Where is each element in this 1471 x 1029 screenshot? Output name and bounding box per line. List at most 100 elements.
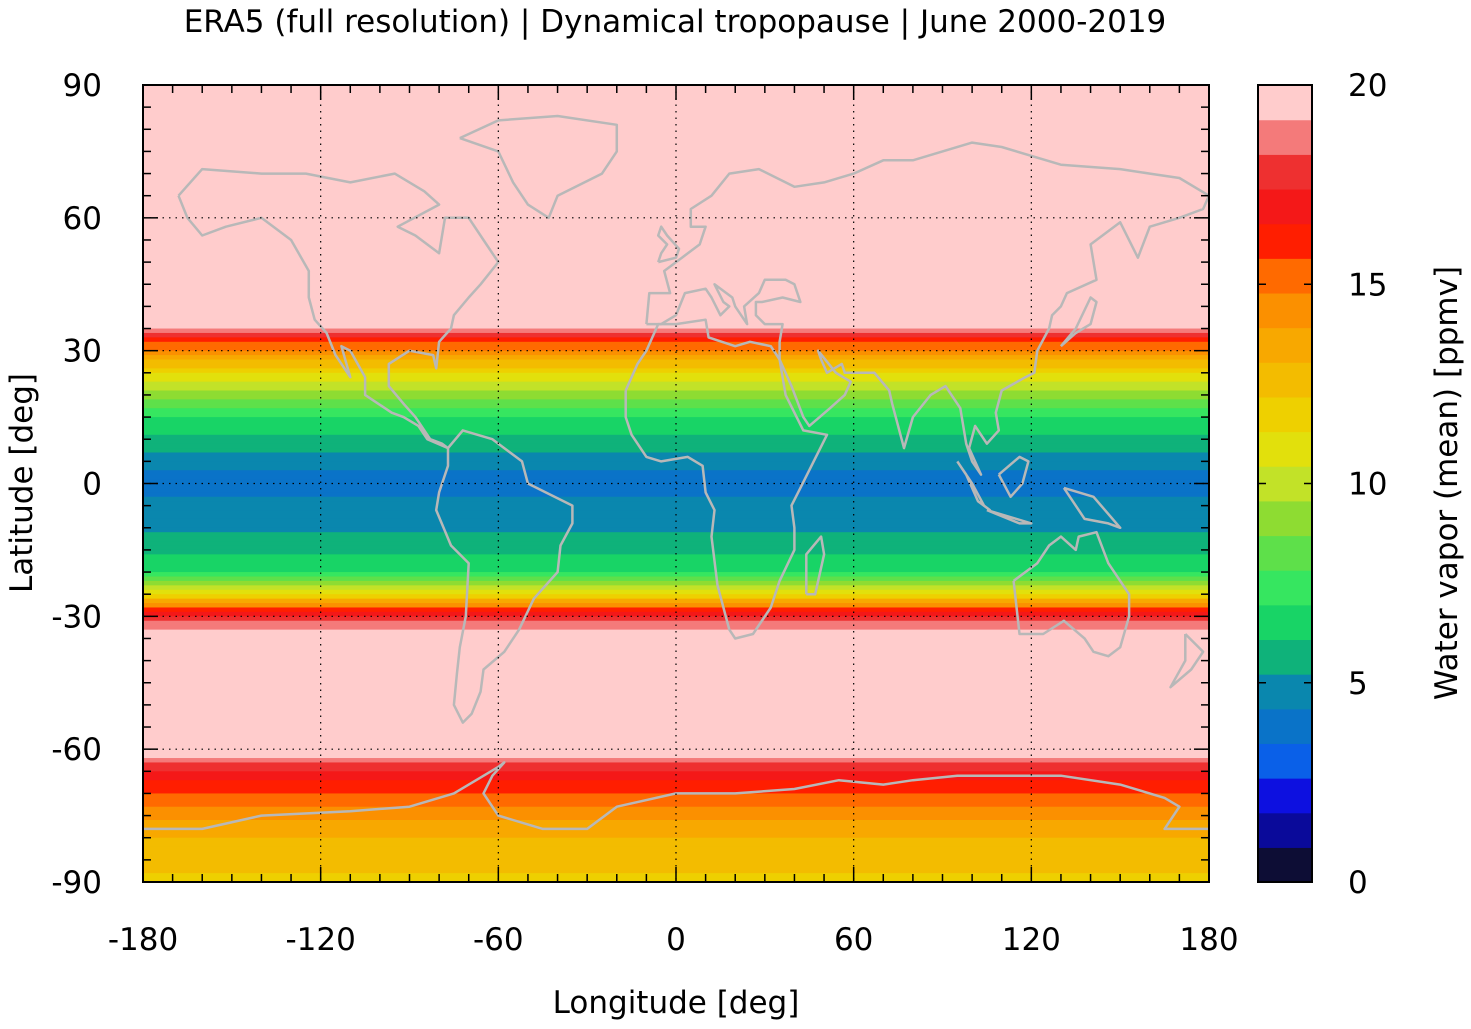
lat-band (143, 138, 1209, 144)
lat-band (143, 262, 1209, 268)
lat-band (143, 217, 1209, 223)
lat-band (143, 208, 1209, 215)
lat-band (143, 501, 1209, 507)
colorbar-swatch (1258, 466, 1312, 502)
lat-band (143, 611, 1209, 617)
lat-band (143, 98, 1209, 104)
lat-band (143, 722, 1209, 728)
lat-band (143, 133, 1209, 139)
coastline (1012, 530, 1131, 658)
colorbar-swatch (1258, 570, 1312, 606)
y-tick-label: 90 (63, 68, 102, 104)
lat-band (143, 833, 1209, 839)
lat-band (143, 806, 1209, 812)
colorbar-swatch (1258, 431, 1312, 467)
lat-band (143, 855, 1209, 861)
lat-band (143, 191, 1209, 197)
colorbar: 0 5 10 15 20 (1257, 68, 1387, 901)
lat-band (143, 461, 1209, 467)
colorbar-swatch (1258, 743, 1312, 779)
lat-band (143, 266, 1209, 272)
lat-band (143, 580, 1209, 586)
y-tick-label: 0 (82, 467, 102, 503)
colorbar-swatch (1258, 188, 1312, 225)
lat-band (143, 647, 1209, 653)
colorbar-swatch (1258, 292, 1312, 329)
lat-band (143, 465, 1209, 471)
lat-band (143, 665, 1209, 671)
lat-band (143, 430, 1209, 436)
lat-band (143, 828, 1209, 834)
lat-band (143, 496, 1209, 502)
lat-band (143, 660, 1209, 666)
lat-band (143, 164, 1209, 170)
lat-band (143, 439, 1209, 445)
colorbar-ticks (1258, 84, 1312, 883)
x-tick-label: 0 (666, 922, 686, 958)
coastline (1169, 633, 1205, 689)
lat-band (143, 368, 1209, 374)
lat-band (143, 195, 1209, 201)
lat-band (143, 279, 1209, 285)
lat-band (143, 124, 1209, 130)
colorbar-swatches (1258, 85, 1312, 882)
lat-band (143, 549, 1209, 555)
colorbar-swatch (1258, 85, 1312, 121)
coastline (624, 318, 829, 640)
lat-band (143, 620, 1209, 626)
lat-band (143, 443, 1209, 449)
coastline (1062, 486, 1122, 530)
coastline (459, 114, 619, 220)
lat-band (143, 363, 1209, 369)
lat-band (143, 377, 1209, 383)
lat-band (143, 718, 1209, 724)
lat-band (143, 682, 1209, 688)
lat-band (143, 634, 1209, 640)
lat-band (143, 146, 1209, 153)
x-tick-label: 180 (1179, 922, 1238, 958)
lat-band (143, 160, 1209, 166)
colorbar-swatch (1258, 119, 1312, 155)
lat-band (143, 301, 1209, 307)
lat-band (143, 576, 1209, 582)
lat-band (143, 527, 1209, 533)
lat-band (143, 554, 1209, 560)
lat-band (143, 417, 1209, 423)
colorbar-swatch (1258, 327, 1312, 363)
x-tick-label: -60 (473, 922, 524, 958)
x-axis-label: Longitude [deg] (553, 985, 800, 1021)
coastline (986, 508, 1033, 525)
y-tick-label: -90 (51, 865, 102, 901)
lat-band (143, 744, 1209, 750)
gridlines (143, 85, 1209, 882)
colorbar-tick-label: 15 (1348, 267, 1387, 303)
lat-band (143, 425, 1209, 431)
lat-band (143, 815, 1209, 821)
lat-band (143, 293, 1209, 299)
lat-band (143, 306, 1209, 312)
y-tick-label: -60 (51, 732, 102, 768)
lat-band (143, 332, 1209, 338)
lat-band (143, 775, 1209, 781)
y-axis-tick-labels: 90 60 30 0 -30 -60 -90 (51, 68, 102, 901)
lat-band (143, 222, 1209, 228)
lat-band (143, 563, 1209, 569)
lat-band (143, 341, 1209, 347)
lat-band (143, 651, 1209, 657)
lat-band (143, 107, 1209, 113)
x-tick-label: 60 (834, 922, 873, 958)
lat-band (143, 346, 1209, 352)
lat-band (143, 625, 1209, 631)
lat-band (143, 696, 1209, 702)
lat-band (143, 155, 1209, 161)
colorbar-tick-label: 5 (1348, 666, 1368, 702)
lat-band (143, 607, 1209, 613)
lat-band (143, 510, 1209, 516)
lat-band (143, 678, 1209, 684)
lat-band (143, 448, 1209, 454)
colorbar-swatch (1258, 223, 1312, 259)
lat-band (143, 386, 1209, 392)
lat-band (143, 766, 1209, 772)
lat-band (143, 355, 1209, 361)
